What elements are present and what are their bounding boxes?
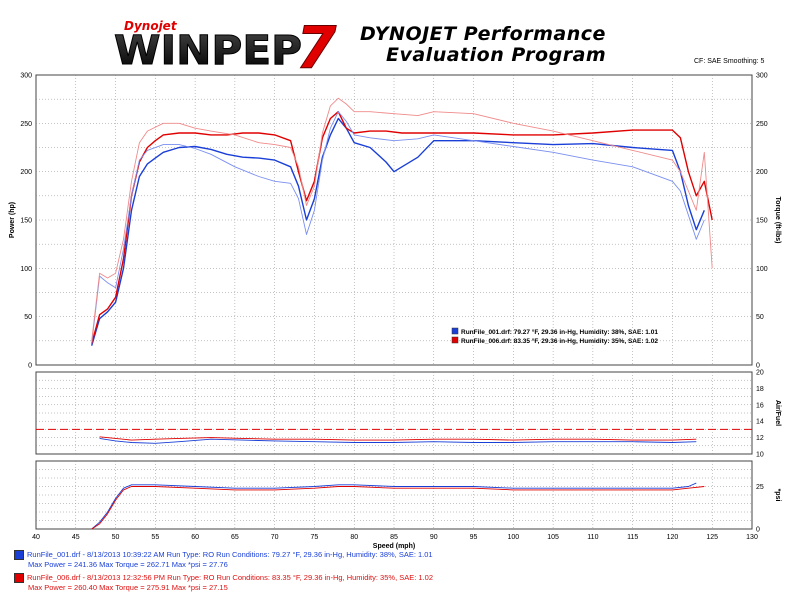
y-tick-label-right: 18 [756, 386, 764, 393]
footer-run-2: RunFile_006.drf - 8/13/2013 12:32:56 PM … [14, 573, 433, 593]
run1-swatch [14, 550, 24, 561]
x-tick-label: 130 [746, 534, 758, 541]
y-tick-label-right: 50 [756, 314, 764, 321]
x-tick-label: 95 [470, 534, 478, 541]
y-tick-label-right: 250 [756, 121, 768, 128]
y-tick-label-left: 300 [20, 73, 32, 80]
title-line-1: DYNOJET Performance [360, 23, 606, 45]
y-tick-label-right: 150 [756, 218, 768, 225]
x-axis-label: Speed (mph) [373, 543, 415, 550]
series-line-boost-0 [91, 482, 697, 530]
series-line-power-torque-3 [91, 97, 713, 341]
x-tick-label: 55 [151, 534, 159, 541]
y-tick-label-left: 50 [24, 314, 32, 321]
correction-factor-label: CF: SAE Smoothing: 5 [694, 58, 765, 65]
x-tick-label: 65 [231, 534, 239, 541]
y-tick-label-right: 14 [756, 419, 764, 426]
y-tick-label-left: 200 [20, 169, 32, 176]
footer-run-1-line2: Max Power = 241.36 Max Torque = 262.71 M… [28, 560, 228, 570]
x-tick-label: 105 [547, 534, 559, 541]
x-tick-label: 80 [350, 534, 358, 541]
x-tick-label: 90 [430, 534, 438, 541]
y-axis-label-right: Torque (ft-lbs) [774, 197, 781, 244]
y-axis-label-left: Power (hp) [9, 202, 16, 238]
y-tick-label-right: 300 [756, 73, 768, 80]
x-tick-label: 45 [72, 534, 80, 541]
y-axis-label-right: Air/Fuel [774, 400, 781, 426]
y-tick-label-right: 12 [756, 435, 764, 442]
x-tick-label: 50 [112, 534, 120, 541]
y-tick-label-right: 20 [756, 370, 764, 377]
y-tick-label-left: 150 [20, 218, 32, 225]
series-line-air-fuel-0 [99, 437, 697, 444]
series-line-power-torque-0 [91, 117, 705, 346]
y-tick-label-right: 200 [756, 169, 768, 176]
logo-main-text: WINPEP [114, 28, 302, 72]
x-tick-label: 70 [271, 534, 279, 541]
logo-small-text: Dynojet [124, 19, 178, 33]
y-tick-label-right: 25 [756, 484, 764, 491]
y-tick-label-right: 16 [756, 402, 764, 409]
run2-swatch [14, 573, 24, 584]
x-tick-label: 40 [32, 534, 40, 541]
series-line-boost-1 [91, 486, 705, 530]
y-axis-label-right: *psi [774, 489, 781, 502]
y-tick-label-left: 250 [20, 121, 32, 128]
y-tick-label-left: 100 [20, 266, 32, 273]
series-line-air-fuel-1 [99, 436, 697, 441]
title-line-2: Evaluation Program [386, 44, 607, 66]
footer-run-1: RunFile_001.drf - 8/13/2013 10:39:22 AM … [14, 550, 433, 570]
y-tick-label-right: 0 [756, 363, 760, 370]
footer-run-2-line1: RunFile_006.drf - 8/13/2013 12:32:56 PM … [27, 573, 434, 582]
x-tick-label: 115 [627, 534, 638, 541]
x-tick-label: 110 [587, 534, 598, 541]
y-tick-label-right: 0 [756, 527, 760, 534]
y-tick-label-right: 100 [756, 266, 768, 273]
x-tick-label: 100 [507, 534, 519, 541]
legend-swatch [451, 336, 459, 344]
footer-run-2-line2: Max Power = 260.40 Max Torque = 275.91 M… [28, 583, 228, 593]
y-tick-label-left: 0 [28, 363, 32, 370]
series-line-power-torque-2 [91, 111, 705, 344]
legend-label: RunFile_001.drf: 79.27 °F, 29.36 in-Hg, … [461, 328, 658, 336]
x-tick-label: 75 [311, 534, 319, 541]
legend-swatch [451, 327, 459, 335]
legend-label: RunFile_006.drf: 83.35 °F, 29.36 in-Hg, … [461, 337, 658, 345]
y-tick-label-right: 10 [756, 452, 764, 459]
x-tick-label: 60 [191, 534, 199, 541]
x-tick-label: 125 [706, 534, 718, 541]
x-tick-label: 120 [667, 534, 679, 541]
footer-run-1-line1: RunFile_001.drf - 8/13/2013 10:39:22 AM … [27, 550, 433, 559]
program-title: DYNOJET Performance Evaluation Program [360, 24, 606, 66]
logo-seven: 7 [296, 14, 337, 72]
winpep-logo: Dynojet WINPEP 7 [112, 14, 350, 83]
x-tick-label: 85 [390, 534, 398, 541]
